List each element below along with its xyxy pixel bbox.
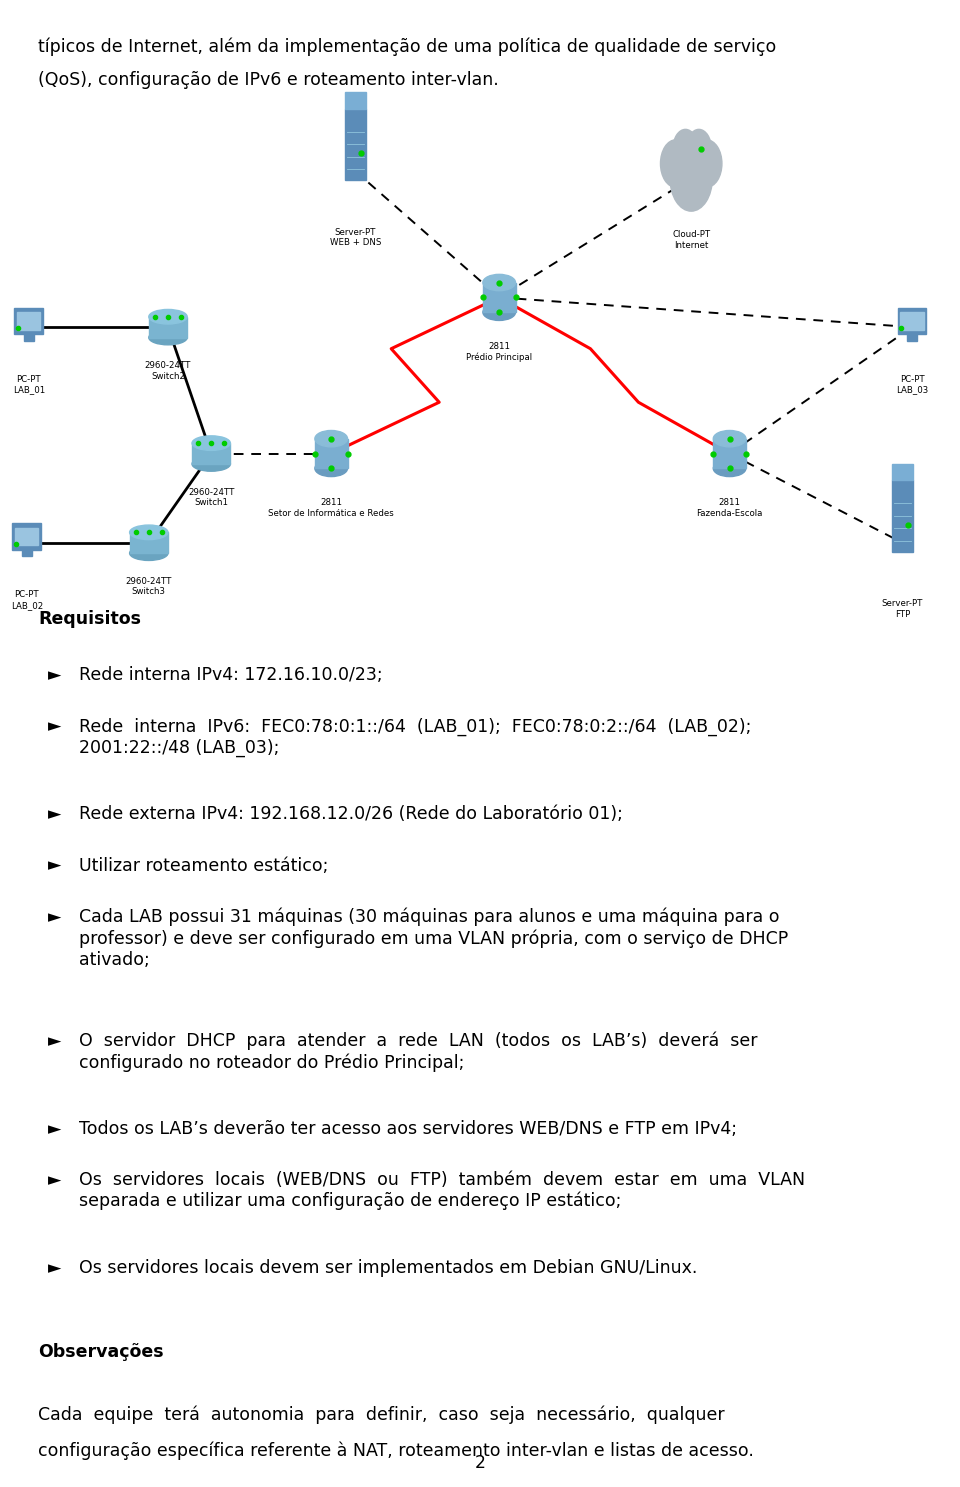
- Ellipse shape: [483, 274, 516, 291]
- Circle shape: [691, 140, 722, 187]
- Text: (QoS), configuração de IPv6 e roteamento inter-vlan.: (QoS), configuração de IPv6 e roteamento…: [38, 71, 499, 89]
- Text: ►: ►: [48, 806, 61, 824]
- Text: Cada LAB possui 31 máquinas (30 máquinas para alunos e uma máquina para o
profes: Cada LAB possui 31 máquinas (30 máquinas…: [79, 907, 788, 968]
- Text: Requisitos: Requisitos: [38, 610, 141, 628]
- Bar: [12, 523, 41, 550]
- Text: O  servidor  DHCP  para  atender  a  rede  LAN  (todos  os  LAB’s)  deverá  ser
: O servidor DHCP para atender a rede LAN …: [79, 1032, 757, 1072]
- Bar: [22, 550, 32, 556]
- Ellipse shape: [315, 461, 348, 476]
- Bar: [24, 335, 34, 341]
- Bar: [130, 532, 168, 553]
- Text: ►: ►: [48, 666, 61, 684]
- Ellipse shape: [149, 330, 187, 345]
- Bar: [17, 312, 40, 330]
- Bar: [892, 464, 913, 480]
- Text: Os  servidores  locais  (WEB/DNS  ou  FTP)  também  devem  estar  em  uma  VLAN
: Os servidores locais (WEB/DNS ou FTP) ta…: [79, 1172, 804, 1210]
- Text: Server-PT
WEB + DNS: Server-PT WEB + DNS: [329, 228, 381, 247]
- Text: Server-PT
FTP: Server-PT FTP: [881, 599, 924, 619]
- Text: 2811
Prédio Principal: 2811 Prédio Principal: [467, 342, 532, 361]
- Bar: [345, 109, 366, 180]
- Text: Rede interna IPv4: 172.16.10.0/23;: Rede interna IPv4: 172.16.10.0/23;: [79, 666, 382, 684]
- Text: 2811
Setor de Informática e Redes: 2811 Setor de Informática e Redes: [269, 498, 394, 517]
- Text: 2960-24TT
Switch2: 2960-24TT Switch2: [145, 361, 191, 381]
- Bar: [345, 92, 366, 109]
- Circle shape: [686, 129, 711, 168]
- Bar: [713, 439, 746, 468]
- Circle shape: [673, 129, 698, 168]
- Text: Observações: Observações: [38, 1343, 164, 1361]
- Text: ►: ►: [48, 1032, 61, 1050]
- Bar: [149, 317, 187, 338]
- Bar: [907, 335, 917, 341]
- Text: Todos os LAB’s deverão ter acesso aos servidores WEB/DNS e FTP em IPv4;: Todos os LAB’s deverão ter acesso aos se…: [79, 1120, 736, 1138]
- Text: Rede  interna  IPv6:  FEC0:78:0:1::/64  (LAB_01);  FEC0:78:0:2::/64  (LAB_02);
2: Rede interna IPv6: FEC0:78:0:1::/64 (LAB…: [79, 718, 751, 757]
- Text: Cloud-PT
Internet: Cloud-PT Internet: [672, 230, 710, 250]
- Text: ►: ►: [48, 1172, 61, 1190]
- Bar: [898, 308, 926, 335]
- Ellipse shape: [192, 436, 230, 451]
- Text: PC-PT
LAB_01: PC-PT LAB_01: [12, 375, 45, 394]
- Text: ►: ►: [48, 857, 61, 874]
- Text: 2960-24TT
Switch3: 2960-24TT Switch3: [126, 577, 172, 596]
- Text: ►: ►: [48, 1120, 61, 1138]
- Text: Os servidores locais devem ser implementados em Debian GNU/Linux.: Os servidores locais devem ser implement…: [79, 1258, 697, 1277]
- Bar: [14, 308, 43, 335]
- Text: típicos de Internet, além da implementação de uma política de qualidade de servi: típicos de Internet, além da implementaç…: [38, 37, 777, 55]
- Ellipse shape: [130, 546, 168, 561]
- Ellipse shape: [713, 461, 746, 476]
- Bar: [892, 480, 913, 552]
- Ellipse shape: [483, 305, 516, 321]
- Bar: [483, 283, 516, 312]
- Text: configuração específica referente à NAT, roteamento inter-vlan e listas de acess: configuração específica referente à NAT,…: [38, 1442, 755, 1460]
- Text: ►: ►: [48, 907, 61, 926]
- Text: PC-PT
LAB_02: PC-PT LAB_02: [11, 590, 43, 610]
- Ellipse shape: [315, 431, 348, 446]
- Ellipse shape: [149, 309, 187, 324]
- Ellipse shape: [713, 431, 746, 446]
- Bar: [192, 443, 230, 464]
- Text: ►: ►: [48, 718, 61, 736]
- Text: Cada  equipe  terá  autonomia  para  definir,  caso  seja  necessário,  qualquer: Cada equipe terá autonomia para definir,…: [38, 1405, 725, 1423]
- Ellipse shape: [192, 457, 230, 471]
- Text: Utilizar roteamento estático;: Utilizar roteamento estático;: [79, 857, 328, 874]
- Circle shape: [660, 140, 691, 187]
- Text: 2960-24TT
Switch1: 2960-24TT Switch1: [188, 488, 234, 507]
- Bar: [15, 528, 38, 546]
- Ellipse shape: [130, 525, 168, 540]
- Bar: [900, 312, 924, 330]
- Text: 2: 2: [474, 1454, 486, 1472]
- Text: Rede externa IPv4: 192.168.12.0/26 (Rede do Laboratório 01);: Rede externa IPv4: 192.168.12.0/26 (Rede…: [79, 806, 623, 824]
- Bar: [315, 439, 348, 468]
- Circle shape: [670, 146, 712, 211]
- Text: PC-PT
LAB_03: PC-PT LAB_03: [896, 375, 928, 394]
- Text: 2811
Fazenda-Escola: 2811 Fazenda-Escola: [696, 498, 763, 517]
- Text: ►: ►: [48, 1258, 61, 1277]
